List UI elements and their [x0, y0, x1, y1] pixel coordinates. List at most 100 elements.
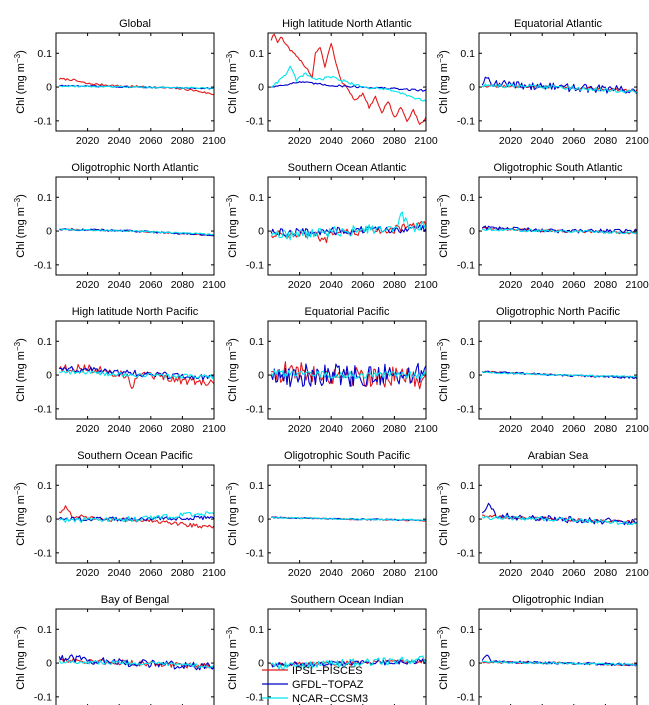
y-tick-label: -0.1	[34, 259, 52, 271]
series-line-gfdl-topaz	[58, 227, 214, 237]
y-tick-label: -0.1	[34, 403, 52, 415]
x-tick-label: 2100	[414, 567, 438, 579]
series-line-ncar-ccsm3	[481, 83, 637, 94]
y-axis-label: Chl (mg m−3)	[13, 626, 27, 690]
y-tick-label: 0	[469, 658, 475, 670]
y-axis-label: Chl (mg m−3)	[13, 50, 27, 114]
series-line-ncar-ccsm3	[271, 516, 426, 522]
x-tick-label: 2100	[625, 279, 649, 291]
axes-box	[267, 32, 427, 132]
y-tick-label: 0	[46, 658, 52, 670]
panel-title: Southern Ocean Atlantic	[288, 162, 407, 174]
x-tick-label: 2040	[320, 423, 344, 435]
x-tick-label: 2100	[202, 279, 226, 291]
series-line-ncar-ccsm3	[482, 371, 637, 378]
x-tick-label: 2040	[108, 279, 132, 291]
axes-box	[55, 32, 215, 132]
series-line-ncar-ccsm3	[481, 515, 637, 526]
x-tick-label: 2080	[594, 567, 618, 579]
series-line-ipsl-pisces	[270, 33, 426, 125]
y-tick-label: -0.1	[246, 691, 264, 703]
x-tick-label: 2060	[139, 423, 163, 435]
axes-box	[267, 320, 427, 420]
axes-box	[55, 464, 215, 564]
y-tick-label: 0.1	[249, 480, 264, 492]
y-tick-label: -0.1	[457, 547, 475, 559]
x-tick-label: 2060	[351, 279, 375, 291]
y-tick-label: 0.1	[460, 192, 475, 204]
x-tick-label: 2020	[76, 423, 100, 435]
y-tick-label: 0	[46, 82, 52, 94]
axes-box	[55, 176, 215, 276]
series-line-ncar-ccsm3	[270, 369, 426, 379]
y-axis-label: Chl (mg m−3)	[13, 482, 27, 546]
y-tick-label: 0	[258, 658, 264, 670]
y-tick-label: 0.1	[249, 192, 264, 204]
series-line-ipsl-pisces	[58, 505, 214, 529]
y-tick-label: -0.1	[246, 259, 264, 271]
series-line-ncar-ccsm3	[270, 65, 426, 102]
panel: 0.10-0.120202040206020802100Oligotrophic…	[436, 594, 638, 705]
x-tick-label: 2060	[139, 567, 163, 579]
x-tick-label: 2100	[202, 135, 226, 147]
legend: IPSL−PISCES GFDL−TOPAZ NCAR−CCSM3	[262, 665, 368, 705]
series-line-ncar-ccsm3	[58, 659, 214, 669]
y-axis-label: Chl (mg m−3)	[436, 482, 450, 546]
panel: 0.1 0 -0.1 2020 2040 2060 2080 2100 Equatorial P…	[225, 306, 438, 435]
x-tick-label: 2080	[383, 423, 407, 435]
axes-box	[267, 176, 427, 276]
y-tick-label: -0.1	[457, 691, 475, 703]
x-tick-label: 2100	[625, 567, 649, 579]
x-tick-label: 2080	[383, 135, 407, 147]
x-tick-label: 2040	[531, 135, 555, 147]
x-tick-label: 2100	[625, 423, 649, 435]
y-axis-label: Chl (mg m−3)	[436, 50, 450, 114]
panel: 0.10-0.120202040206020802100Bay of Benga…	[13, 594, 215, 705]
y-axis-label: Chl (mg m−3)	[225, 482, 239, 546]
x-tick-label: 2100	[414, 423, 438, 435]
series-line-ncar-ccsm3	[58, 511, 214, 524]
y-tick-label: 0.1	[37, 336, 52, 348]
y-tick-label: -0.1	[246, 547, 264, 559]
y-tick-label: 0	[469, 82, 475, 94]
x-tick-label: 2080	[171, 279, 195, 291]
series-line-gfdl-topaz	[270, 81, 426, 92]
axes-box	[55, 608, 215, 705]
y-axis-label: Chl (mg m−3)	[436, 338, 450, 402]
panel-title: Oligotrophic South Atlantic	[493, 162, 623, 174]
x-tick-label: 2100	[414, 279, 438, 291]
y-tick-label: 0.1	[460, 624, 475, 636]
x-tick-label: 2040	[108, 423, 132, 435]
x-tick-label: 2100	[202, 423, 226, 435]
x-tick-label: 2080	[171, 135, 195, 147]
y-tick-label: 0.1	[460, 480, 475, 492]
x-tick-label: 2040	[531, 423, 555, 435]
axes-box	[478, 608, 638, 705]
panel-title: Oligotrophic North Atlantic	[71, 162, 199, 174]
x-tick-label: 2040	[531, 567, 555, 579]
y-tick-label: 0	[469, 370, 475, 382]
x-tick-label: 2080	[171, 423, 195, 435]
x-tick-label: 2020	[76, 135, 100, 147]
y-tick-label: -0.1	[34, 115, 52, 127]
x-tick-label: 2100	[625, 135, 649, 147]
y-tick-label: -0.1	[246, 115, 264, 127]
y-tick-label: 0.1	[37, 48, 52, 60]
legend-label: IPSL−PISCES	[292, 665, 363, 677]
x-tick-label: 2020	[499, 279, 523, 291]
x-tick-label: 2020	[288, 567, 312, 579]
x-tick-label: 2080	[594, 279, 618, 291]
x-tick-label: 2060	[351, 423, 375, 435]
x-tick-label: 2060	[139, 279, 163, 291]
series-line-gfdl-topaz	[481, 502, 637, 526]
y-tick-label: 0.1	[460, 48, 475, 60]
legend-label: NCAR−CCSM3	[292, 693, 368, 705]
series-line-ncar-ccsm3	[270, 211, 426, 241]
x-tick-label: 2060	[562, 279, 586, 291]
x-tick-label: 2080	[171, 567, 195, 579]
